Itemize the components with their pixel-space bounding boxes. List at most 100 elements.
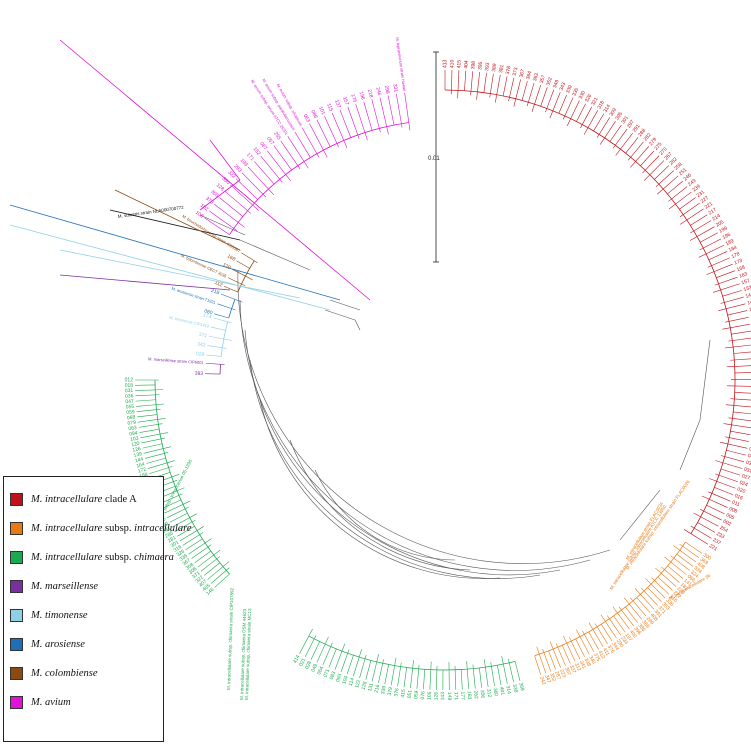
tip-label: 049 xyxy=(310,663,319,673)
tip-branch xyxy=(534,655,542,675)
tip-branch xyxy=(719,441,748,449)
tip-label: 120 xyxy=(131,441,141,449)
tip-branch xyxy=(636,597,651,613)
tip-branch xyxy=(685,541,703,554)
tip-branch xyxy=(690,214,708,226)
tip-branch xyxy=(612,128,628,149)
tip-label: 031 xyxy=(125,388,134,394)
tip-branch xyxy=(219,197,244,217)
tip-label: 334 xyxy=(692,565,702,575)
tip-label: 035 xyxy=(745,460,751,468)
tip-label: 297 xyxy=(626,119,636,129)
tip-label: 196 xyxy=(358,91,366,101)
legend-swatch xyxy=(10,493,23,506)
tip-label: 083 xyxy=(128,425,137,432)
clade-avium: 1081023703051283503222931991711520870572… xyxy=(194,37,411,235)
tip-label: 391 xyxy=(653,609,663,619)
legend-swatch xyxy=(10,667,23,680)
tip-branch xyxy=(726,385,751,387)
tip-label: 326 xyxy=(176,549,186,559)
tip-branch xyxy=(673,545,697,563)
tip-branch xyxy=(582,630,595,653)
tip-label: 199 xyxy=(718,225,728,234)
tip-branch xyxy=(716,270,736,278)
tip-label: 414 xyxy=(292,654,301,664)
legend-item: M. arosiense xyxy=(10,630,157,659)
tip-branch xyxy=(185,538,203,551)
tip-label: 339 xyxy=(380,685,388,695)
tip-branch xyxy=(651,577,670,595)
legend: M. intracellulare clade A M. intracellula… xyxy=(3,476,192,742)
tip-branch xyxy=(625,606,639,623)
legend-item: M. colombiense xyxy=(10,659,157,688)
tip-branch xyxy=(353,649,362,677)
tip-branch xyxy=(179,526,205,542)
tip-branch xyxy=(536,646,547,674)
tip-branch xyxy=(576,103,586,122)
tip-branch xyxy=(664,556,687,575)
tip-branch xyxy=(734,392,751,394)
tip-label: 288 xyxy=(637,128,647,138)
tip-branch xyxy=(607,615,622,636)
tip-branch xyxy=(476,71,480,100)
tip-branch xyxy=(655,567,677,587)
tip-label: 262 xyxy=(668,156,678,166)
tip-branch xyxy=(698,244,725,258)
tip-label: 407 xyxy=(198,579,208,589)
tip-label: 093 xyxy=(335,673,344,683)
tip-label: 347 xyxy=(543,674,551,684)
legend-label: M. intracellulare clade A xyxy=(31,494,137,505)
tip-branch xyxy=(576,629,590,655)
tip-branch xyxy=(531,85,541,112)
legend-item: M. intracellulare clade A xyxy=(10,485,157,514)
clade-subsp-intracellulare: 3003694083343240661411812202723163363533… xyxy=(534,541,712,686)
tip-branch xyxy=(436,665,438,690)
tip-branch xyxy=(208,335,232,341)
tip-branch xyxy=(169,512,188,523)
tip-label: 404 xyxy=(463,60,470,69)
tip-label: 301 xyxy=(620,115,630,125)
tip-label: 184 xyxy=(728,245,738,254)
legend-rest: subsp. xyxy=(102,552,135,563)
strain-annotation: M. intracellulare subsp. chimaera strain… xyxy=(244,608,252,700)
tip-branch xyxy=(223,285,239,293)
tip-label: 153 xyxy=(743,285,751,293)
tip-label: 367 xyxy=(182,557,192,567)
tip-branch xyxy=(396,94,403,128)
tip-branch xyxy=(676,553,694,567)
legend-species: M. colombiense xyxy=(31,668,98,679)
tip-branch xyxy=(214,203,245,228)
tip-label: 318 xyxy=(596,100,605,110)
tip-label: 344 xyxy=(610,641,620,651)
tip-label: 401 xyxy=(498,686,505,696)
tip-branch xyxy=(479,667,483,688)
tip-branch xyxy=(359,654,367,679)
tip-branch xyxy=(714,276,738,286)
tip-branch xyxy=(667,180,683,195)
tip-branch xyxy=(501,656,508,684)
tip-branch xyxy=(715,460,743,469)
tip-branch xyxy=(630,146,649,168)
tip-branch xyxy=(309,123,328,158)
tip-label: 307 xyxy=(563,666,572,676)
tip-label: 330 xyxy=(578,90,587,100)
legend-label: M. avium xyxy=(31,697,71,708)
tip-label: 173 xyxy=(733,258,743,267)
tip-branch xyxy=(549,92,561,119)
clade-clade-a: 413 410 415 404 398 395 393 389 381 378 373 3673643… xyxy=(442,59,751,553)
tip-branch xyxy=(470,71,474,96)
tip-label: 214 xyxy=(711,213,721,223)
tip-branch xyxy=(548,650,556,670)
tip-label: 267 xyxy=(664,151,674,161)
tip-branch xyxy=(601,624,613,642)
tip-label: 149 xyxy=(446,692,452,701)
tip-label: 174 xyxy=(202,313,212,321)
tip-branch xyxy=(135,394,160,397)
tip-branch xyxy=(690,220,712,234)
tip-label: 020 xyxy=(736,486,746,495)
tip-branch xyxy=(162,499,182,509)
tip-branch xyxy=(160,493,183,504)
tip-label: 415 xyxy=(456,60,462,69)
tip-branch xyxy=(472,664,476,689)
avium-long-branch xyxy=(59,39,371,301)
